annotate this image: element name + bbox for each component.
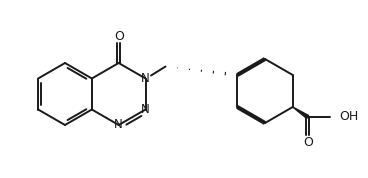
Polygon shape	[293, 107, 309, 118]
Text: O: O	[114, 30, 124, 43]
Text: N: N	[141, 103, 150, 116]
Text: O: O	[303, 135, 313, 148]
Text: OH: OH	[340, 111, 359, 124]
Text: N: N	[114, 119, 123, 132]
Text: N: N	[141, 72, 150, 85]
